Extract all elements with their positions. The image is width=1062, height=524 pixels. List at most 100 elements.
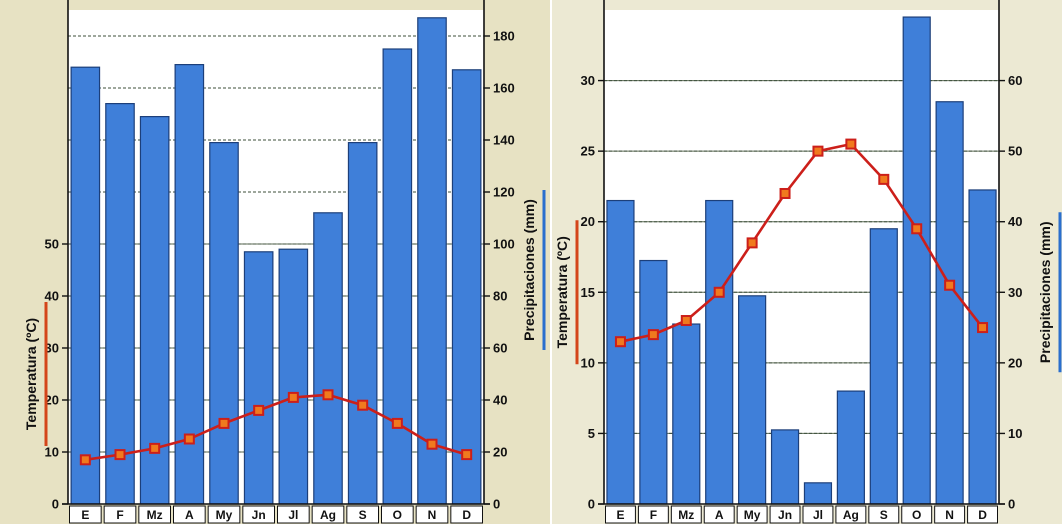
left-category-box-S <box>346 505 380 524</box>
right-temperature-point-My <box>746 237 758 249</box>
left-right-tick-label-1: 20 <box>493 445 507 460</box>
right-category-label-N: N <box>945 508 954 522</box>
right-y2-axis-title: Precipitaciones (mm) <box>1037 221 1053 363</box>
left-left-tick-label-0: 0 <box>52 497 59 512</box>
right-category-label-Mz: Mz <box>678 508 694 522</box>
left-temperature-point-N <box>426 438 438 450</box>
left-left-tick-label-3: 30 <box>45 341 59 356</box>
right-y-axis-title: Temperatura (ºC) <box>554 236 570 348</box>
right-climogram-svg: 0 5 10 15 20 25 30 0 10 20 30 40 50 60 E F Mz A My Jn Jl Ag S O… <box>554 0 1062 524</box>
left-temperature-point-S <box>357 399 369 411</box>
right-temperature-point-E <box>614 336 626 348</box>
left-category-label-Ag: Ag <box>320 508 336 522</box>
right-category-box-A <box>703 505 735 524</box>
right-left-tick-label-1: 5 <box>588 426 595 441</box>
left-temperature-point-Ag <box>322 389 334 401</box>
left-category-label-My: My <box>216 508 233 522</box>
left-temperature-point-F <box>114 449 126 461</box>
right-right-tick-label-2: 20 <box>1008 355 1022 370</box>
right-category-label-A: A <box>715 508 724 522</box>
left-left-tick-label-4: 40 <box>45 289 59 304</box>
right-category-box-F <box>637 505 669 524</box>
right-category-box-N <box>934 505 966 524</box>
right-climogram: 0 5 10 15 20 25 30 0 10 20 30 40 50 60 E F Mz A My Jn Jl Ag S O… <box>552 0 1062 524</box>
right-left-tick-label-4: 20 <box>581 214 595 229</box>
left-bar-N <box>417 17 447 505</box>
left-temperature-point-A <box>183 433 195 445</box>
left-category-label-O: O <box>393 508 402 522</box>
left-temperature-point-D <box>461 449 473 461</box>
left-bar-My <box>209 142 239 505</box>
left-category-label-Jn: Jn <box>252 508 266 522</box>
right-bar-E <box>606 199 635 505</box>
left-plot-area <box>68 10 484 504</box>
right-right-tick-label-1: 10 <box>1008 426 1022 441</box>
right-category-label-D: D <box>978 508 987 522</box>
right-temperature-point-S <box>878 173 890 185</box>
right-right-tick-label-6: 60 <box>1008 73 1022 88</box>
left-category-box-Mz <box>138 505 171 524</box>
left-category-label-E: E <box>81 508 89 522</box>
left-temperature-point-E <box>79 454 91 466</box>
right-right-tick-label-3: 30 <box>1008 285 1022 300</box>
left-category-box-A <box>173 505 206 524</box>
left-bar-Jn <box>243 251 274 505</box>
left-temperature-line <box>85 393 468 462</box>
right-category-box-D <box>967 505 999 524</box>
right-category-box-Jl <box>802 505 834 524</box>
left-category-label-F: F <box>116 508 123 522</box>
right-right-tick-label-4: 40 <box>1008 214 1022 229</box>
right-bar-F <box>639 259 668 505</box>
left-bar-Ag <box>313 212 343 505</box>
right-category-label-O: O <box>912 508 921 522</box>
right-temperature-point-O <box>911 223 923 235</box>
left-category-box-Jl <box>277 505 310 524</box>
left-right-tick-label-8: 160 <box>493 81 515 96</box>
left-bar-O <box>382 48 413 505</box>
left-category-box-D <box>450 505 484 524</box>
left-bar-Mz <box>139 115 170 505</box>
right-bar-O <box>902 16 931 505</box>
right-category-box-My <box>736 505 768 524</box>
left-right-tick-label-6: 120 <box>493 185 515 200</box>
left-temperature-point-O <box>391 417 403 429</box>
left-climogram: 0 10 20 30 40 50 0 20 40 60 80 100 120 140 160 180 E F Mz A… <box>0 0 550 524</box>
left-right-tick-label-7: 140 <box>493 133 515 148</box>
left-category-label-A: A <box>185 508 194 522</box>
right-left-tick-label-0: 0 <box>588 497 595 512</box>
right-category-box-S <box>868 505 900 524</box>
right-category-label-F: F <box>650 508 657 522</box>
right-right-tick-label-0: 0 <box>1008 497 1015 512</box>
left-y2-axis-title: Precipitaciones (mm) <box>521 199 537 341</box>
right-bar-My <box>738 295 767 505</box>
left-bar-Jl <box>278 248 309 505</box>
right-category-label-Ag: Ag <box>843 508 859 522</box>
right-bar-Jn <box>770 429 800 505</box>
right-temperature-point-A <box>713 286 725 298</box>
right-temperature-point-Mz <box>680 315 692 327</box>
right-category-box-E <box>605 505 636 524</box>
right-bar-Mz <box>672 323 701 505</box>
left-right-tick-label-2: 40 <box>493 393 507 408</box>
left-category-box-O <box>381 505 414 524</box>
right-bar-Ag <box>836 390 865 505</box>
left-bar-D <box>451 69 482 505</box>
right-right-tick-label-5: 50 <box>1008 144 1022 159</box>
right-category-box-O <box>901 505 933 524</box>
left-right-tick-label-3: 60 <box>493 341 507 356</box>
right-left-tick-label-6: 30 <box>581 73 595 88</box>
left-bar-E <box>70 66 101 505</box>
left-category-box-Ag <box>311 505 345 524</box>
left-category-label-N: N <box>428 508 437 522</box>
panel-divider <box>550 0 552 524</box>
left-category-box-E <box>69 505 102 524</box>
left-category-box-My <box>207 505 241 524</box>
left-right-tick-label-0: 0 <box>493 497 500 512</box>
right-category-box-Jn <box>769 505 801 524</box>
right-temperature-point-Jn <box>779 187 791 199</box>
right-temperature-point-D <box>977 322 989 334</box>
right-temperature-point-F <box>647 329 659 341</box>
left-right-tick-label-4: 80 <box>493 289 507 304</box>
right-category-label-S: S <box>880 508 888 522</box>
left-category-label-S: S <box>359 508 367 522</box>
